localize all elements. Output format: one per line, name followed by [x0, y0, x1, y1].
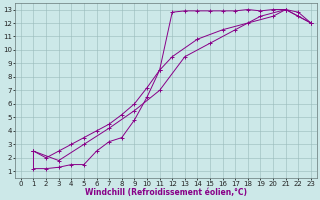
X-axis label: Windchill (Refroidissement éolien,°C): Windchill (Refroidissement éolien,°C)	[85, 188, 247, 197]
